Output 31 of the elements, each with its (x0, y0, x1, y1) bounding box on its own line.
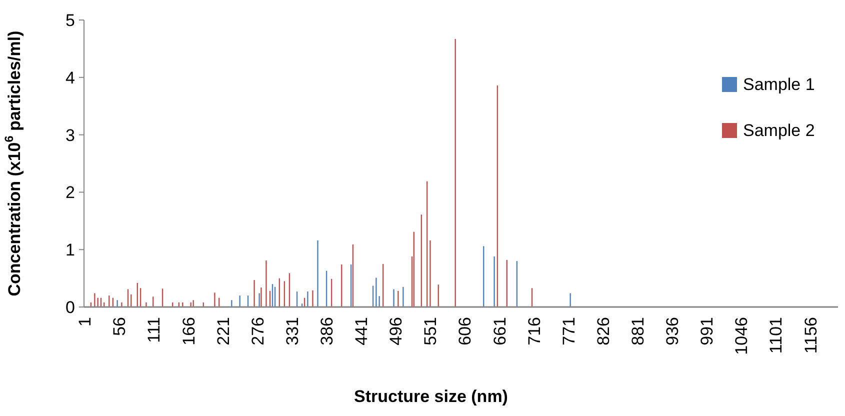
x-tick-label: 606 (456, 317, 475, 346)
x-tick-label: 441 (352, 317, 372, 346)
x-tick-label: 716 (524, 317, 544, 346)
legend-label: Sample 2 (743, 120, 815, 140)
y-tick-label: 4 (66, 68, 75, 88)
x-tick-label: 1046 (732, 317, 752, 355)
x-axis-title: Structure size (nm) (354, 387, 508, 406)
x-tick-label: 56 (110, 317, 130, 336)
y-tick-label: 5 (66, 10, 75, 30)
x-tick-label: 386 (317, 317, 336, 346)
x-tick-label: 331 (282, 317, 302, 346)
y-tick-label: 0 (66, 298, 75, 317)
x-tick-label: 991 (698, 317, 717, 346)
y-tick-label: 1 (66, 240, 75, 260)
x-tick-label: 826 (594, 317, 613, 346)
x-tick-label: 1156 (801, 317, 820, 354)
x-tick-label: 1 (76, 317, 95, 326)
x-tick-label: 496 (386, 317, 406, 346)
y-tick-label: 2 (66, 183, 75, 202)
x-tick-label: 276 (248, 317, 268, 346)
legend-label: Sample 1 (743, 74, 815, 94)
x-tick-label: 661 (490, 317, 510, 346)
x-tick-label: 936 (663, 317, 682, 346)
x-tick-label: 551 (421, 317, 440, 346)
x-tick-label: 1101 (766, 317, 786, 354)
y-tick-label: 3 (66, 126, 75, 145)
x-tick-label: 111 (144, 317, 164, 343)
x-tick-label: 221 (214, 317, 233, 346)
x-tick-label: 166 (179, 317, 198, 346)
x-tick-label: 771 (559, 317, 578, 346)
x-tick-label: 881 (628, 317, 648, 346)
